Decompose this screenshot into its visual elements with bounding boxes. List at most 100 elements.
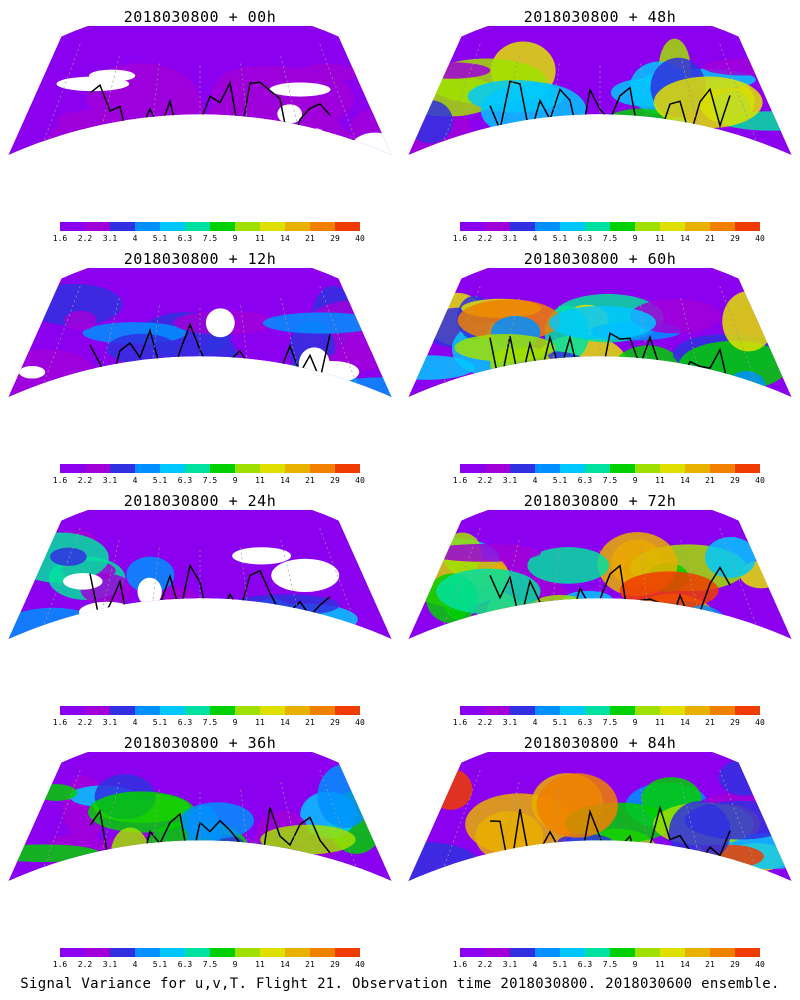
colorbar-swatch <box>285 948 310 957</box>
colorbar-labels: 1.6 2.2 3.1 4 5.1 6.3 7.5 9 11 14 21 29 40 <box>453 234 765 244</box>
colorbar-swatch <box>160 948 185 957</box>
colorbar-tick-label: 5.1 <box>152 234 168 243</box>
colorbar-tick-label: 6.3 <box>577 718 593 727</box>
colorbar-tick-label: 9 <box>232 718 238 727</box>
colorbar-swatch <box>135 706 160 715</box>
variance-map <box>408 26 792 156</box>
colorbar-swatch <box>735 464 760 473</box>
colorbar-tick-label: 5.1 <box>552 718 568 727</box>
panel-title: 2018030800 + 00h <box>123 8 277 26</box>
colorbar-tick-label: 9 <box>632 476 638 485</box>
panel-title: 2018030800 + 24h <box>123 492 277 510</box>
colorbar-tick-label: 40 <box>355 718 365 727</box>
colorbar-swatch <box>85 948 110 957</box>
colorbar-swatch <box>685 222 710 231</box>
colorbar-tick-label: 40 <box>755 234 765 243</box>
panel-title: 2018030800 + 12h <box>123 250 277 268</box>
figure-caption: Signal Variance for u,v,T. Flight 21. Ob… <box>20 976 780 992</box>
colorbar-swatch <box>610 706 635 715</box>
colorbar-tick-label: 6.3 <box>177 476 193 485</box>
colorbar-swatch <box>260 464 285 473</box>
colorbar-swatch <box>585 706 610 715</box>
colorbar-swatch <box>335 948 360 957</box>
colorbar-tick-label: 5.1 <box>152 718 168 727</box>
colorbar-tick-label: 4 <box>132 960 138 969</box>
map-panel: 2018030800 + 60h 1.6 2.2 3.1 4 5.1 6.3 7.5 9 11 14… <box>400 242 800 485</box>
colorbar-swatch <box>60 706 85 715</box>
colorbar-swatch <box>735 948 760 957</box>
colorbar-swatch <box>110 222 135 231</box>
colorbar-tick-label: 3.1 <box>502 234 518 243</box>
map-panel: 2018030800 + 24h 1.6 2.2 3.1 4 5.1 6.3 7.5 9 11 14… <box>0 484 400 727</box>
colorbar-tick-label: 3.1 <box>502 960 518 969</box>
colorbar-tick-label: 7.5 <box>602 718 618 727</box>
colorbar-tick-label: 29 <box>730 718 740 727</box>
colorbar-tick-label: 5.1 <box>152 960 168 969</box>
colorbar-swatch <box>485 948 510 957</box>
colorbar-tick-label: 3.1 <box>102 234 118 243</box>
colorbar-tick-label: 11 <box>255 960 265 969</box>
colorbar-tick-label: 21 <box>705 234 715 243</box>
colorbar-swatch <box>235 222 260 231</box>
colorbar <box>460 464 760 473</box>
colorbar-swatch <box>110 706 135 715</box>
colorbar-tick-label: 3.1 <box>102 476 118 485</box>
colorbar-labels: 1.6 2.2 3.1 4 5.1 6.3 7.5 9 11 14 21 29 40 <box>453 960 765 970</box>
colorbar-tick-label: 29 <box>730 476 740 485</box>
colorbar-tick-label: 5.1 <box>152 476 168 485</box>
colorbar-swatch <box>610 948 635 957</box>
colorbar-tick-label: 14 <box>680 718 690 727</box>
colorbar-swatch <box>235 706 260 715</box>
colorbar-labels: 1.6 2.2 3.1 4 5.1 6.3 7.5 9 11 14 21 29 40 <box>453 718 765 728</box>
colorbar-swatch <box>260 706 285 715</box>
colorbar-swatch <box>135 464 160 473</box>
colorbar-swatch <box>535 706 560 715</box>
colorbar <box>60 464 360 473</box>
colorbar-swatch <box>735 222 760 231</box>
map-panel: 2018030800 + 00h 1.6 2.2 3.1 4 5.1 6.3 7.5 9 11 14… <box>0 0 400 243</box>
colorbar-tick-label: 40 <box>755 476 765 485</box>
colorbar-tick-label: 21 <box>305 476 315 485</box>
colorbar-tick-label: 4 <box>532 234 538 243</box>
colorbar-swatch <box>85 464 110 473</box>
colorbar-tick-label: 14 <box>280 234 290 243</box>
colorbar-tick-label: 40 <box>355 234 365 243</box>
colorbar-tick-label: 7.5 <box>602 476 618 485</box>
colorbar-swatch <box>685 948 710 957</box>
colorbar-swatch <box>685 706 710 715</box>
colorbar-tick-label: 21 <box>705 476 715 485</box>
colorbar-tick-label: 7.5 <box>202 476 218 485</box>
colorbar-tick-label: 29 <box>330 476 340 485</box>
colorbar-tick-label: 5.1 <box>552 476 568 485</box>
colorbar-tick-label: 21 <box>305 718 315 727</box>
variance-map <box>8 26 392 156</box>
colorbar-swatch <box>635 706 660 715</box>
colorbar-swatch <box>510 948 535 957</box>
colorbar-tick-label: 6.3 <box>177 234 193 243</box>
colorbar-tick-label: 2.2 <box>477 234 493 243</box>
colorbar-tick-label: 21 <box>705 960 715 969</box>
colorbar-tick-label: 14 <box>680 234 690 243</box>
colorbar-swatch <box>635 222 660 231</box>
colorbar-swatch <box>310 464 335 473</box>
colorbar-tick-label: 4 <box>132 234 138 243</box>
colorbar-tick-label: 21 <box>705 718 715 727</box>
colorbar-tick-label: 7.5 <box>602 234 618 243</box>
colorbar <box>60 222 360 231</box>
colorbar <box>60 948 360 957</box>
colorbar-swatch <box>110 948 135 957</box>
colorbar-labels: 1.6 2.2 3.1 4 5.1 6.3 7.5 9 11 14 21 29 40 <box>53 960 365 970</box>
colorbar-swatch <box>610 222 635 231</box>
colorbar-swatch <box>660 706 685 715</box>
colorbar-swatch <box>535 464 560 473</box>
colorbar-tick-label: 21 <box>305 960 315 969</box>
panel-title: 2018030800 + 60h <box>523 250 677 268</box>
colorbar-tick-label: 7.5 <box>602 960 618 969</box>
variance-map <box>8 510 392 640</box>
colorbar-swatch <box>235 464 260 473</box>
colorbar-tick-label: 7.5 <box>202 234 218 243</box>
colorbar-tick-label: 7.5 <box>202 718 218 727</box>
colorbar <box>60 706 360 715</box>
colorbar-swatch <box>585 464 610 473</box>
colorbar-swatch <box>135 948 160 957</box>
